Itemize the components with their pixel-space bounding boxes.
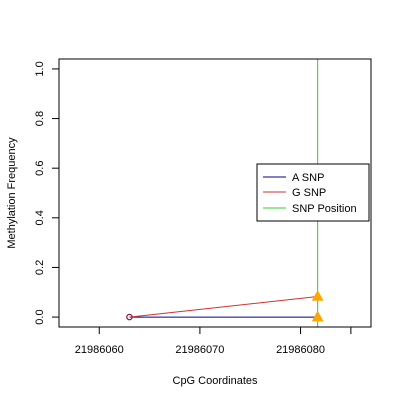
data-point-triangle — [311, 289, 324, 301]
y-tick-label: 1.0 — [34, 61, 46, 76]
y-tick-label: 0.8 — [34, 111, 46, 126]
x-tick-label: 21986060 — [75, 344, 124, 356]
legend-label-snp-position: SNP Position — [292, 203, 357, 215]
data-point-circle — [126, 313, 133, 321]
legend-box — [256, 163, 370, 222]
legend-label-g-snp: G SNP — [292, 187, 326, 199]
legend: A SNP G SNP SNP Position — [256, 163, 370, 222]
x-tick-label: 21986080 — [276, 344, 325, 356]
x-axis-label: CpG Coordinates — [173, 375, 258, 387]
x-tick-label: 21986070 — [175, 344, 224, 356]
series-line-g-snp — [129, 295, 318, 318]
legend-label-a-snp: A SNP — [292, 172, 324, 184]
data-point-triangle — [311, 310, 324, 322]
y-tick-label: 0.2 — [34, 260, 46, 275]
y-tick-label: 0.4 — [34, 210, 46, 225]
y-axis-label: Methylation Frequency — [6, 137, 18, 249]
y-tick-label: 0.6 — [34, 161, 46, 176]
y-tick-label: 0.0 — [34, 309, 46, 324]
